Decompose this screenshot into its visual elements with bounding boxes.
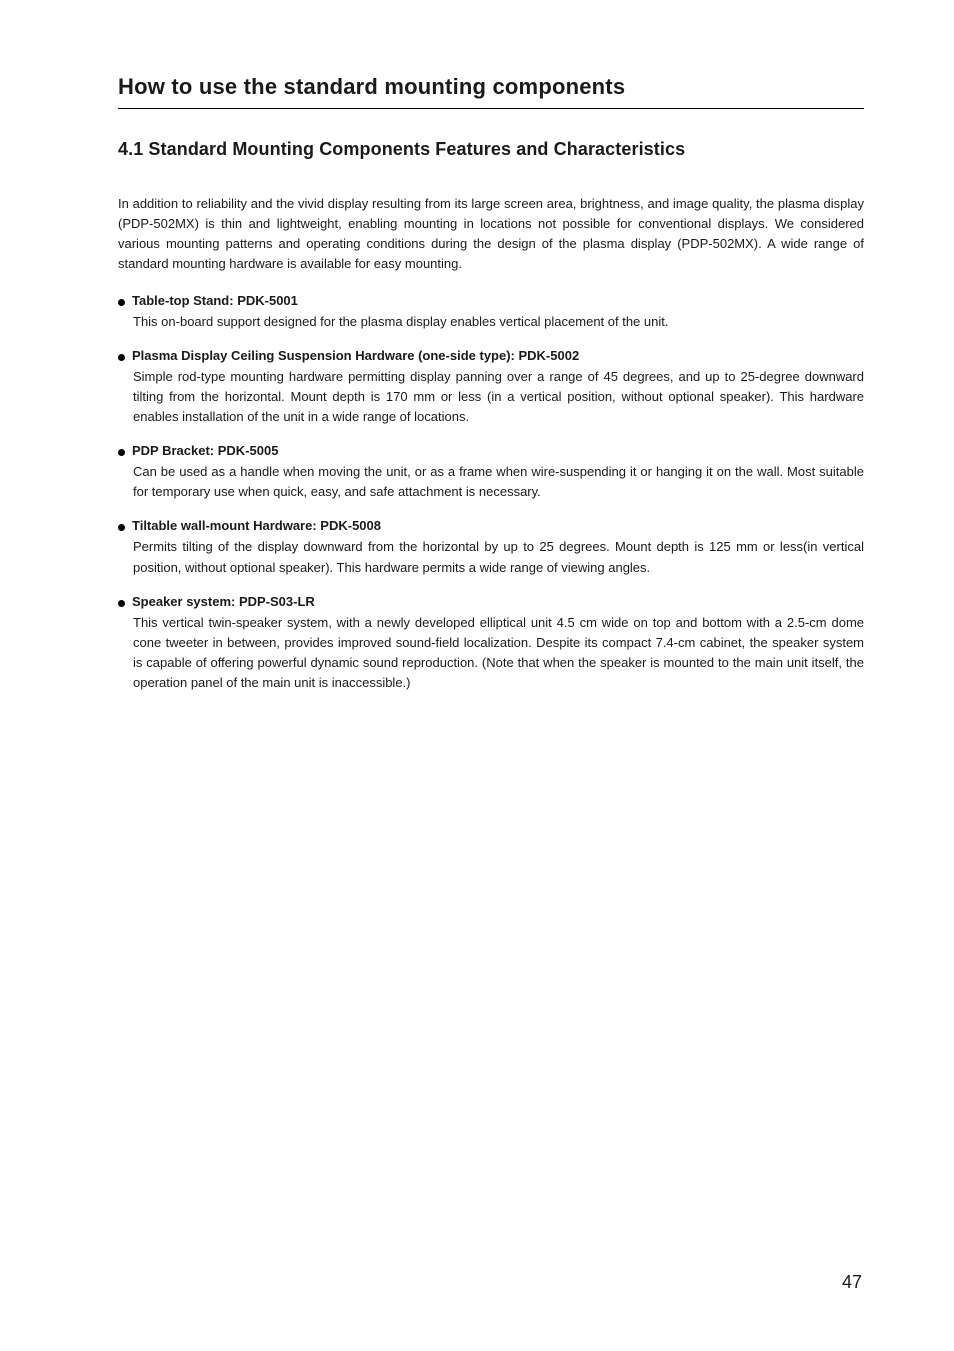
list-item-head: Table-top Stand: PDK-5001 — [118, 293, 864, 308]
list-item-head: Tiltable wall-mount Hardware: PDK-5008 — [118, 518, 864, 533]
list-item-title: PDP Bracket: PDK-5005 — [132, 443, 278, 458]
horizontal-rule — [118, 108, 864, 109]
bullet-icon — [118, 354, 125, 361]
page-number: 47 — [842, 1272, 862, 1293]
list-item-body: Permits tilting of the display downward … — [133, 537, 864, 577]
bullet-icon — [118, 449, 125, 456]
list-item-title: Plasma Display Ceiling Suspension Hardwa… — [132, 348, 579, 363]
list-item: Plasma Display Ceiling Suspension Hardwa… — [118, 348, 864, 427]
list-item-head: PDP Bracket: PDK-5005 — [118, 443, 864, 458]
list-item-title: Speaker system: PDP-S03-LR — [132, 594, 315, 609]
list-item-head: Plasma Display Ceiling Suspension Hardwa… — [118, 348, 864, 363]
list-item-title: Table-top Stand: PDK-5001 — [132, 293, 298, 308]
bullet-icon — [118, 299, 125, 306]
intro-paragraph: In addition to reliability and the vivid… — [118, 194, 864, 275]
page: How to use the standard mounting compone… — [0, 0, 954, 693]
list-item: Speaker system: PDP-S03-LR This vertical… — [118, 594, 864, 694]
list-item-body: This on-board support designed for the p… — [133, 312, 864, 332]
bullet-icon — [118, 600, 125, 607]
list-item: Table-top Stand: PDK-5001 This on-board … — [118, 293, 864, 332]
bullet-icon — [118, 524, 125, 531]
section-title: 4.1 Standard Mounting Components Feature… — [118, 139, 864, 160]
list-item-body: Can be used as a handle when moving the … — [133, 462, 864, 502]
list-item-body: Simple rod-type mounting hardware permit… — [133, 367, 864, 427]
list-item-body: This vertical twin-speaker system, with … — [133, 613, 864, 694]
list-item-title: Tiltable wall-mount Hardware: PDK-5008 — [132, 518, 381, 533]
list-item: Tiltable wall-mount Hardware: PDK-5008 P… — [118, 518, 864, 577]
chapter-title: How to use the standard mounting compone… — [118, 74, 864, 100]
list-item: PDP Bracket: PDK-5005 Can be used as a h… — [118, 443, 864, 502]
list-item-head: Speaker system: PDP-S03-LR — [118, 594, 864, 609]
